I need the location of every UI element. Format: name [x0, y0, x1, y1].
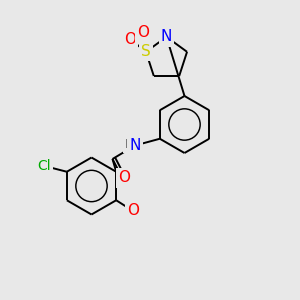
- Text: O: O: [137, 25, 149, 40]
- Text: N: N: [161, 29, 172, 44]
- Text: O: O: [118, 170, 130, 185]
- Text: O: O: [124, 32, 136, 47]
- Text: H: H: [125, 137, 134, 151]
- Text: N: N: [129, 138, 141, 153]
- Text: Cl: Cl: [38, 159, 51, 173]
- Text: O: O: [127, 203, 139, 218]
- Text: S: S: [141, 44, 151, 59]
